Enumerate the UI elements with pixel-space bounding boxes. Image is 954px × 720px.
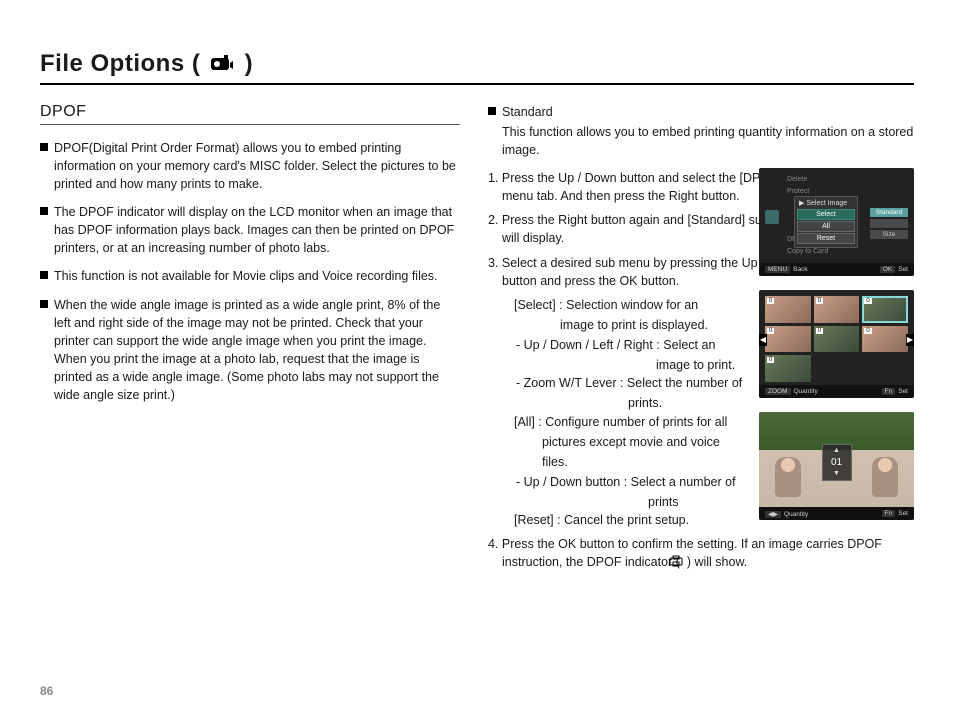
title-suffix: ) xyxy=(245,50,254,77)
lcd-screenshot-3: ▲ 01 ▼ ◀▶Quantity FnSet xyxy=(759,412,914,520)
thumb: 0 xyxy=(862,296,908,323)
lcd2-footer-right-btn: Fn xyxy=(882,388,896,395)
person-icon xyxy=(775,457,801,497)
lcd1-popup-title: ▶ Select Image xyxy=(797,199,855,207)
bullet-4: When the wide angle image is printed as … xyxy=(40,296,460,405)
lcd1-right-blank xyxy=(870,219,908,228)
quantity-box: ▲ 01 ▼ xyxy=(822,444,852,481)
lcd3-footer-right-btn: Fn xyxy=(882,510,896,517)
lcd1-right-standard: Standard xyxy=(870,208,908,217)
bullet-2: The DPOF indicator will display on the L… xyxy=(40,203,460,257)
quantity-value: 01 xyxy=(823,455,851,470)
title-prefix: File Options ( xyxy=(40,50,200,77)
lcd1-footer-right: Set xyxy=(898,266,908,273)
lcd3-footer-left: Quantity xyxy=(784,511,808,518)
step4-text-b: ) will show. xyxy=(687,555,747,569)
section-heading: DPOF xyxy=(40,103,460,125)
lcd3-footer-left-btn: ◀▶ xyxy=(765,511,781,518)
up-triangle-icon: ▲ xyxy=(823,447,851,455)
lcd2-footer-left: Quantity xyxy=(794,388,818,395)
thumb: 0 xyxy=(814,326,860,353)
bullet-1: DPOF(Digital Print Order Format) allows … xyxy=(40,139,460,193)
standard-body: This function allows you to embed printi… xyxy=(488,123,914,159)
lcd2-footer: ZOOMQuantity FnSet xyxy=(759,385,914,398)
lcd1-menu-item: Delete xyxy=(787,174,828,186)
page-number: 86 xyxy=(40,684,53,698)
standard-label: Standard xyxy=(502,105,553,119)
lcd1-footer: MENUBack OKSet xyxy=(759,263,914,276)
lcd1-popup-reset: Reset xyxy=(797,233,855,244)
lcd1-footer-right-btn: OK xyxy=(880,266,895,273)
lcd-screenshot-1: Delete Protect DPOF Copy to Card ▶ Selec… xyxy=(759,168,914,276)
lcd-screenshot-2: 0 0 0 0 0 0 0 ◀ ▶ ZOOMQuantity FnSet xyxy=(759,290,914,398)
lcd3-footer-right: Set xyxy=(898,510,908,517)
right-intro: Standard This function allows you to emb… xyxy=(488,103,914,159)
thumb: 0 xyxy=(814,296,860,323)
thumb: 0 xyxy=(862,326,908,353)
step-4: 4. Press the OK button to confirm the se… xyxy=(488,535,914,572)
lcd1-footer-left: Back xyxy=(793,266,807,273)
nav-left-icon: ◀ xyxy=(759,334,767,346)
thumb-grid: 0 0 0 0 0 0 0 xyxy=(765,296,908,382)
thumb: 0 xyxy=(765,326,811,353)
lcd1-right-size: Size xyxy=(870,230,908,239)
lcd2-footer-left-btn: ZOOM xyxy=(765,388,791,395)
down-triangle-icon: ▼ xyxy=(823,470,851,478)
lcd1-popup-all: All xyxy=(797,221,855,232)
step4-text-a: 4. Press the OK button to confirm the se… xyxy=(488,537,882,569)
thumb: 0 xyxy=(765,296,811,323)
left-column: DPOF DPOF(Digital Print Order Format) al… xyxy=(40,103,460,579)
file-options-icon xyxy=(210,51,236,79)
person-icon xyxy=(872,457,898,497)
lcd1-footer-left-btn: MENU xyxy=(765,266,790,273)
lcd2-footer-right: Set xyxy=(898,388,908,395)
lcd1-right-list: Standard Size xyxy=(870,208,908,241)
thumb: 0 xyxy=(765,355,811,382)
lcd3-footer: ◀▶Quantity FnSet xyxy=(759,507,914,520)
thumb-empty xyxy=(814,355,860,382)
lcd1-popup: ▶ Select Image Select All Reset xyxy=(794,196,858,248)
lcd1-tab-icon xyxy=(765,210,779,224)
thumb-empty xyxy=(862,355,908,382)
lcd-figures: Delete Protect DPOF Copy to Card ▶ Selec… xyxy=(759,168,914,520)
nav-right-icon: ▶ xyxy=(906,334,914,346)
bullet-3: This function is not available for Movie… xyxy=(40,267,460,285)
lcd1-popup-select: Select xyxy=(797,209,855,220)
page-title: File Options ( ) xyxy=(40,50,914,85)
